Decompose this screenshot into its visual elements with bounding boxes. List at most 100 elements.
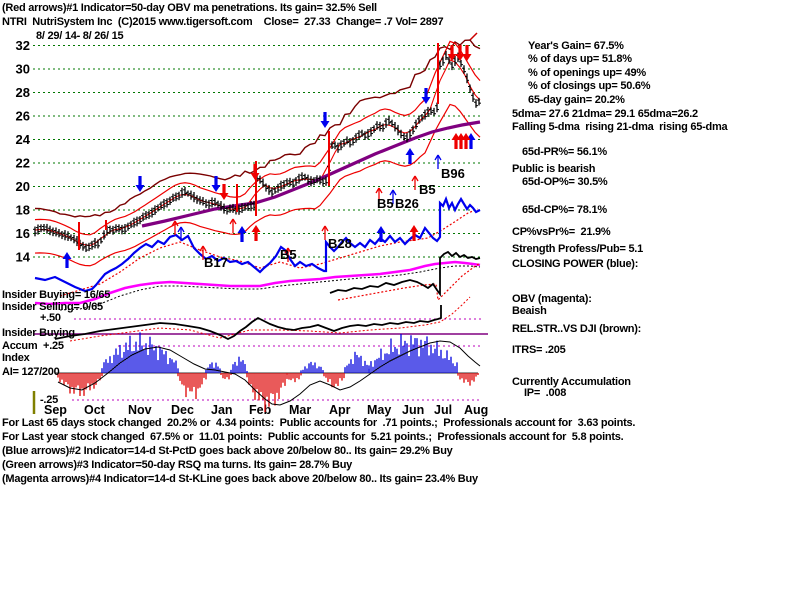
footer-line: (Magenta arrows)#4 Indicator=14-d St-KLi… [2,473,478,485]
y-axis-label: 18 [16,203,30,218]
thin-up-arrow [434,154,439,161]
x-axis-month: Mar [289,403,311,417]
stat-line: Falling 5-dma rising 21-dma rising 65-dm… [512,121,728,133]
x-axis-month: Oct [84,403,106,417]
stat-line: 65-day gain= 20.2% [528,94,625,106]
down-arrow-red [250,164,260,180]
dma65-line [141,120,481,228]
panel-label: Accum +.25 [2,340,64,352]
upper-envelope-line [34,39,481,218]
up-arrow-blue [466,133,476,149]
y-axis-label: 30 [16,62,30,77]
panel-label: AI= 127/200 [2,366,60,378]
up-arrow-blue [62,252,72,268]
thin-up-arrow [171,220,176,227]
thin-up-arrow [437,154,442,161]
x-axis-month: May [367,403,391,417]
footer-line: For Last year stock changed 67.5% or 11.… [2,431,624,443]
ai-ma-curve [57,340,481,406]
stat-line: OBV (magenta): [512,293,592,305]
footer-line: For Last 65 days stock changed 20.2% or … [2,417,636,429]
signal-annotation: B17 [204,255,228,270]
up-arrow-blue [405,148,415,164]
y-axis-label: 22 [16,156,30,171]
obv-line [34,260,481,306]
stat-line: Strength Profess/Pub= 5.1 [512,243,643,255]
up-arrow-red [451,133,461,149]
thin-up-arrow [411,175,416,182]
y-axis-label: 24 [16,132,31,147]
thin-up-arrow [287,247,292,254]
lower-band-line [34,103,481,267]
relstr-ma-dotted [337,262,481,302]
stat-line: ITRS= .205 [512,344,566,356]
date-range: 8/ 29/ 14- 8/ 26/ 15 [36,30,124,42]
down-arrow-red [219,184,229,200]
thin-up-arrow [414,175,419,182]
stat-line: REL.STR..VS DJI (brown): [512,323,642,335]
signal-annotation: B26 [395,196,419,211]
up-arrow-blue [376,226,386,242]
stat-line: CLOSING POWER (blue): [512,258,639,270]
obv-ma-dotted [59,265,481,311]
insider-step-line [54,305,442,341]
x-axis-month: Sep [44,403,67,417]
y-axis-label: 26 [16,109,30,124]
panel-label: Index [2,352,30,364]
panel-label: -.25 [40,394,58,406]
thin-up-arrow [180,226,185,233]
red-mark [469,32,478,41]
indicator1-title: (Red arrows)#1 Indicator=50-day OBV ma p… [2,2,377,14]
down-arrow-red [462,45,472,61]
relstr-line [329,250,481,297]
thin-up-arrow [284,247,289,254]
down-arrow-blue [211,176,221,192]
thin-up-arrow [202,245,207,252]
signal-annotation: B5 [419,182,436,197]
thin-up-arrow [232,218,237,225]
up-arrow-red [461,133,471,149]
down-arrow-red [455,45,465,61]
thin-up-arrow [174,220,179,227]
stat-line: % of openings up= 49% [528,67,646,79]
up-arrow-red [251,225,261,241]
signal-annotation: B96 [441,166,465,181]
thin-up-arrow [229,218,234,225]
down-arrow-blue [135,176,145,192]
up-arrow-red [409,225,419,241]
insider-ma-dotted [69,296,471,342]
up-arrow-red [456,133,466,149]
y-axis-label: 20 [16,179,30,194]
stat-line: % of days up= 51.8% [528,53,632,65]
signal-annotation: B5 [377,196,394,211]
thin-up-arrow [389,189,394,196]
thin-up-arrow [324,225,329,232]
stat-line: Beaish [512,305,547,317]
stat-line: 5dma= 27.6 21dma= 29.1 65dma=26.2 [512,108,698,120]
stat-line: % of closings up= 50.6% [528,80,651,92]
footer-line: (Green arrows)#3 Indicator=50-day RSQ ma… [2,459,353,471]
signal-annotation: B28 [328,236,352,251]
thin-up-arrow [199,245,204,252]
panel-label: Insider Selling= 0/65 [2,301,103,313]
stat-line: 65d-PR%= 56.1% [522,146,607,158]
down-arrow-blue [320,112,330,128]
stat-line: 65d-OP%= 30.5% [522,176,608,188]
y-axis-label: 16 [16,226,30,241]
closing-power-line [34,195,481,293]
x-axis-month: Dec [171,403,194,417]
stat-line: Public is bearish [512,163,596,175]
stat-line: IP= .008 [524,387,567,399]
stat-line: Currently Accumulation [512,376,631,388]
thin-up-arrow [378,187,383,194]
cp-ma-dotted [59,208,479,297]
y-axis-label: 32 [16,38,30,53]
y-axis-label: 14 [16,250,31,265]
ticker-title: NTRI NutriSystem Inc (C)2015 www.tigerso… [2,16,444,28]
up-arrow-blue [237,226,247,242]
thin-up-arrow [177,226,182,233]
panel-label: Insider Buying [2,327,75,339]
x-axis-month: Apr [329,403,351,417]
y-axis-label: 28 [16,85,30,100]
